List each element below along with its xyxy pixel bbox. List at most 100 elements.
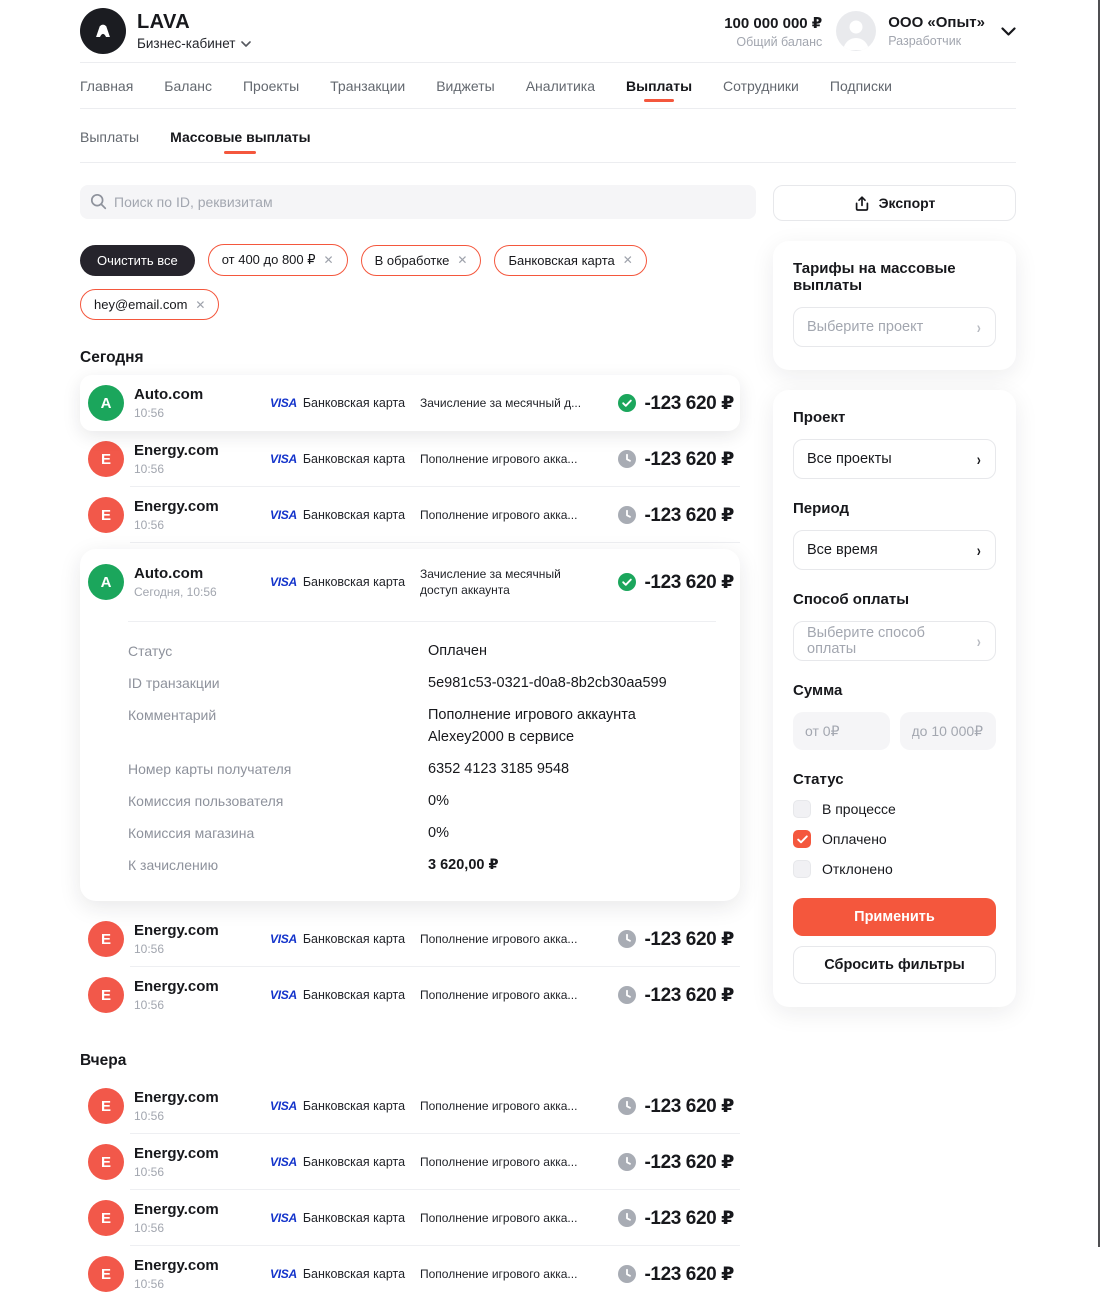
checkbox[interactable] (793, 830, 811, 848)
detail-row: Статус Оплачен (80, 635, 740, 667)
divider (128, 621, 716, 622)
payout-expanded-card[interactable]: A Auto.com Сегодня, 10:56 VISA Банковска… (80, 549, 740, 901)
amount-to-input[interactable] (899, 712, 996, 750)
merchant-name: Energy.com (134, 1257, 219, 1274)
payment-method: Банковская карта (302, 1155, 406, 1169)
filter-chip[interactable]: от 400 до 800 ₽ ✕ (207, 244, 348, 276)
detail-value: 3 620,00 ₽ (428, 857, 499, 873)
status-pending-icon (618, 1153, 637, 1171)
nav-item[interactable]: Виджеты (436, 63, 495, 108)
check-icon (796, 834, 808, 843)
export-label: Экспорт (878, 195, 936, 211)
detail-value: 0% (428, 793, 449, 809)
visa-logo-icon: VISA (270, 1099, 297, 1113)
filters-card: Проект Все проекты › Период Все время › … (773, 390, 1016, 1007)
tariffs-card: Тарифы на массовые выплаты Выберите прое… (773, 241, 1016, 370)
clear-all-button[interactable]: Очистить все (80, 244, 195, 276)
payout-row[interactable]: E Energy.com 10:56 VISA Банковская карта… (80, 1190, 740, 1246)
payout-comment: Пополнение игрового акка... (420, 1267, 578, 1281)
payout-row[interactable]: E Energy.com 10:56 VISA Банковская карта… (80, 911, 740, 967)
amount-from-input[interactable] (793, 712, 890, 750)
payment-method: Банковская карта (302, 1099, 406, 1113)
export-button[interactable]: Экспорт (773, 185, 1016, 221)
nav-item[interactable]: Аналитика (526, 63, 595, 108)
workspace-switcher[interactable]: Бизнес-кабинет (137, 36, 252, 51)
nav-item[interactable]: Подписки (830, 63, 892, 108)
payout-row[interactable]: E Energy.com 10:56 VISA Банковская карта… (80, 431, 740, 487)
search-input[interactable] (80, 185, 756, 219)
payout-amount: -123 620 ₽ (644, 1263, 734, 1285)
status-pending-icon (618, 930, 637, 948)
detail-label: Комментарий (128, 707, 217, 723)
payment-method: Банковская карта (302, 1267, 406, 1281)
status-checkbox-row[interactable]: В процессе (793, 800, 996, 818)
apply-button[interactable]: Применить (793, 898, 996, 936)
user-avatar[interactable] (836, 11, 877, 51)
status-paid-icon (618, 394, 637, 412)
status-checkbox-row[interactable]: Оплачено (793, 830, 996, 848)
nav-item[interactable]: Транзакции (330, 63, 405, 108)
detail-label: К зачислению (128, 857, 219, 873)
payment-method-select[interactable]: Выберите способ оплаты › (793, 621, 996, 661)
payout-time: 10:56 (134, 942, 165, 956)
payout-time: 10:56 (134, 1165, 165, 1179)
merchant-avatar: E (88, 1088, 124, 1124)
period-select[interactable]: Все время › (793, 530, 996, 570)
payout-comment: Пополнение игрового акка... (420, 988, 578, 1002)
project-select[interactable]: Все проекты › (793, 439, 996, 479)
payout-row[interactable]: E Energy.com 10:56 VISA Банковская карта… (80, 1246, 740, 1302)
detail-label: Статус (128, 643, 173, 659)
filter-chip[interactable]: hey@email.com ✕ (80, 289, 220, 320)
payout-time: 10:56 (134, 998, 165, 1012)
payout-row[interactable]: E Energy.com 10:56 VISA Банковская карта… (80, 967, 740, 1023)
lava-logo-icon[interactable] (80, 8, 126, 54)
visa-logo-icon: VISA (270, 1267, 297, 1281)
checkbox[interactable] (793, 800, 811, 818)
nav-item[interactable]: Проекты (243, 63, 299, 108)
detail-row: Комиссия магазина 0% (80, 817, 740, 849)
tariffs-title: Тарифы на массовые выплаты (793, 260, 956, 294)
header: LAVA Бизнес-кабинет 100 000 000 ₽ Общий … (80, 0, 1016, 63)
close-icon[interactable]: ✕ (323, 253, 334, 267)
status-option-label: Оплачено (822, 831, 887, 847)
nav-item[interactable]: Массовые выплаты (170, 109, 311, 162)
checkbox[interactable] (793, 860, 811, 878)
nav-item-label: Массовые выплаты (170, 129, 311, 145)
merchant-avatar: A (88, 564, 124, 600)
close-icon[interactable]: ✕ (457, 253, 468, 267)
sub-nav: Выплаты Массовые выплаты (80, 109, 1016, 163)
payout-comment: Пополнение игрового акка... (420, 932, 578, 946)
chevron-right-icon: › (977, 449, 982, 469)
merchant-avatar: E (88, 1200, 124, 1236)
filter-chip[interactable]: В обработке ✕ (360, 244, 482, 276)
payout-row[interactable]: E Energy.com 10:56 VISA Банковская карта… (80, 1134, 740, 1190)
detail-value: Пополнение игрового аккаунта Alexey2000 … (428, 707, 636, 745)
account-menu-button[interactable] (1001, 26, 1016, 36)
payout-amount: -123 620 ₽ (644, 984, 734, 1006)
payout-row[interactable]: E Energy.com 10:56 VISA Банковская карта… (80, 487, 740, 543)
nav-item[interactable]: Сотрудники (723, 63, 799, 108)
chevron-right-icon: › (977, 317, 982, 337)
close-icon[interactable]: ✕ (195, 297, 206, 312)
payout-comment: Пополнение игрового акка... (420, 1211, 578, 1225)
reset-filters-button[interactable]: Сбросить фильтры (793, 946, 996, 984)
nav-item[interactable]: Выплаты (80, 109, 139, 162)
nav-item-label: Сотрудники (723, 78, 799, 94)
brand-name: LAVA (137, 11, 191, 33)
workspace-label: Бизнес-кабинет (137, 36, 236, 51)
detail-row: Комментарий Пополнение игрового аккаунта… (80, 699, 740, 753)
detail-value: 0% (428, 825, 449, 841)
amount-label: Сумма (793, 682, 843, 699)
tariffs-project-select[interactable]: Выберите проект › (793, 307, 996, 347)
nav-item[interactable]: Выплаты (626, 63, 692, 108)
status-checkbox-row[interactable]: Отклонено (793, 860, 996, 878)
status-pending-icon (618, 1265, 637, 1283)
merchant-name: Energy.com (134, 978, 219, 995)
nav-item[interactable]: Главная (80, 63, 133, 108)
filter-chip[interactable]: Банковская карта ✕ (494, 244, 647, 276)
nav-item[interactable]: Баланс (164, 63, 212, 108)
payout-row[interactable]: A Auto.com 10:56 VISA Банковская карта З… (80, 375, 740, 431)
merchant-name: Auto.com (134, 565, 204, 582)
payout-row[interactable]: E Energy.com 10:56 VISA Банковская карта… (80, 1078, 740, 1134)
close-icon[interactable]: ✕ (622, 253, 633, 267)
